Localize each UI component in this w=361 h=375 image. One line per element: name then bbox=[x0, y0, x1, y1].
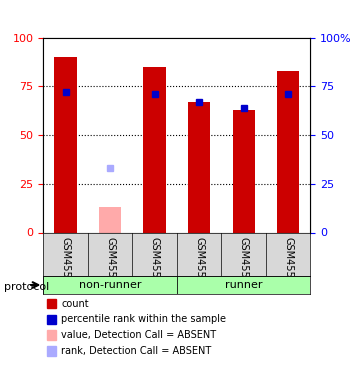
Text: percentile rank within the sample: percentile rank within the sample bbox=[61, 315, 226, 324]
Text: GSM45538: GSM45538 bbox=[149, 237, 160, 290]
Text: runner: runner bbox=[225, 280, 262, 290]
Text: count: count bbox=[61, 299, 89, 309]
Bar bbox=[177, 276, 310, 294]
Bar bbox=[55, 57, 77, 232]
Text: GSM45540: GSM45540 bbox=[239, 237, 249, 290]
Bar bbox=[99, 207, 121, 232]
Text: GSM45537: GSM45537 bbox=[105, 237, 115, 290]
Text: protocol: protocol bbox=[4, 282, 49, 292]
Text: GSM45539: GSM45539 bbox=[194, 237, 204, 290]
Bar bbox=[144, 67, 166, 232]
Text: GSM45541: GSM45541 bbox=[283, 237, 293, 290]
Text: value, Detection Call = ABSENT: value, Detection Call = ABSENT bbox=[61, 330, 217, 340]
Text: GSM45536: GSM45536 bbox=[61, 237, 71, 290]
Bar bbox=[43, 276, 177, 294]
Bar bbox=[232, 110, 255, 232]
Bar bbox=[188, 102, 210, 232]
Bar bbox=[277, 70, 299, 232]
Text: non-runner: non-runner bbox=[79, 280, 142, 290]
Text: rank, Detection Call = ABSENT: rank, Detection Call = ABSENT bbox=[61, 346, 212, 356]
